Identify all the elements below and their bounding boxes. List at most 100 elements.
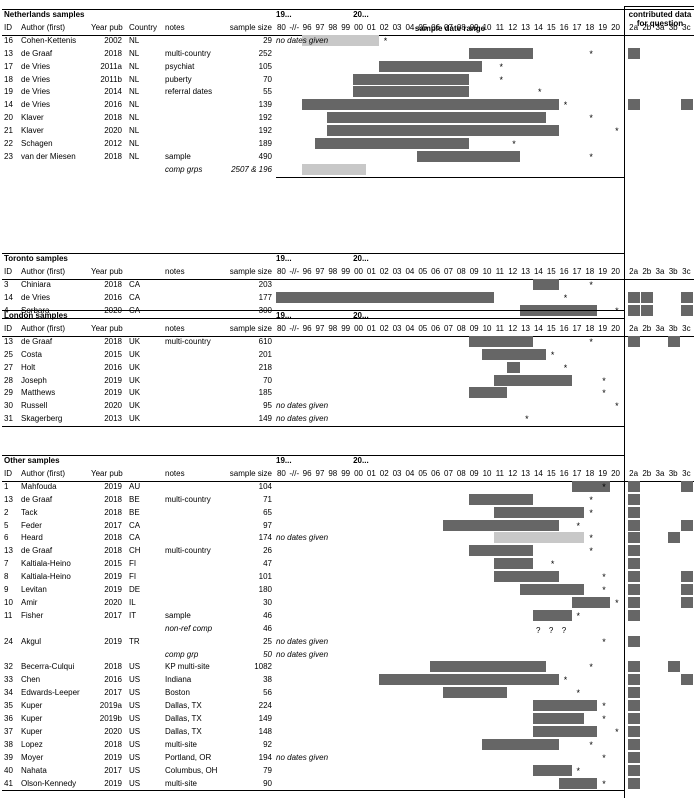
row-year: 2018 — [104, 494, 122, 504]
row-author: Kuper — [21, 726, 43, 736]
contrib-mark-2a — [628, 480, 641, 492]
year-label: 17 — [572, 22, 582, 32]
contrib-title: contributed data for question — [628, 10, 692, 28]
question-label: 3a — [655, 22, 665, 32]
row-year: 2020 — [104, 597, 122, 607]
date-range-bar — [353, 86, 469, 98]
contrib-mark-3c — [680, 571, 693, 583]
question-label: 3c — [682, 266, 691, 276]
date-range-bar — [494, 532, 585, 544]
row-year: 2020 — [104, 401, 122, 411]
year-label: 07 — [444, 323, 453, 333]
date-range-bar — [301, 99, 559, 111]
row-id: 2 — [4, 507, 9, 517]
section-top-rule — [2, 9, 624, 10]
row-author: Klaver — [21, 126, 44, 136]
row-year: 2011b — [100, 74, 122, 84]
publication-marker: * — [589, 113, 593, 124]
row-author: de Vries — [21, 61, 51, 71]
row-sample-size: 2507 & 196 — [231, 164, 272, 174]
contrib-mark-3c — [680, 519, 693, 531]
year-label: 04 — [405, 22, 415, 32]
row-country: TR — [129, 636, 140, 646]
row-id: 13 — [4, 494, 13, 504]
date-range-bar — [571, 480, 611, 492]
row-sample-size: 148 — [258, 726, 272, 736]
row-author: de Graaf — [21, 48, 53, 58]
col-size-header: sample size — [229, 22, 272, 32]
year-label: 10 — [482, 468, 492, 478]
year-label: 97 — [315, 266, 325, 276]
row-year: 2019b — [99, 714, 122, 723]
contrib-top-rule — [624, 6, 694, 7]
publication-marker: * — [589, 48, 593, 59]
row-notes: Dallas, TX — [165, 701, 202, 711]
year-label: 10 — [482, 323, 492, 333]
row-country: NL — [129, 151, 140, 161]
year-label: 98 — [328, 22, 338, 32]
date-range-bar — [533, 609, 572, 621]
date-range-bar — [468, 545, 533, 557]
contrib-mark-2a — [628, 713, 641, 724]
row-country: US — [129, 675, 141, 685]
row-sample-size: 194 — [258, 752, 272, 762]
col-id-header: ID — [4, 266, 12, 276]
publication-marker: * — [576, 610, 581, 621]
row-sample-size: 105 — [258, 61, 272, 71]
header-rule-top — [624, 9, 694, 10]
date-range-bar — [494, 571, 559, 583]
date-range-bar — [314, 138, 469, 149]
question-label: 3c — [682, 22, 691, 32]
publication-marker: * — [563, 292, 568, 303]
question-label: 3a — [655, 266, 665, 276]
section-title: Netherlands samples — [4, 10, 85, 19]
row-year: 2018 — [104, 739, 122, 749]
publication-marker: * — [576, 688, 581, 699]
row-country: IL — [129, 597, 136, 607]
era-19-label: 19... — [276, 10, 292, 19]
publication-marker: * — [602, 585, 606, 595]
year-label: 07 — [444, 266, 453, 276]
row-sample-size: 189 — [258, 139, 272, 148]
row-notes: referral dates — [165, 87, 213, 97]
publication-marker: * — [615, 726, 619, 737]
era-20-label: 20... — [353, 10, 369, 19]
publication-marker: * — [589, 279, 593, 290]
date-range-bar — [301, 163, 366, 175]
row-year: 2013 — [104, 414, 122, 424]
row-author: Chen — [21, 675, 41, 685]
row-notes: KP multi-site — [165, 662, 210, 672]
year-label: 02 — [379, 323, 389, 333]
year-label: 10 — [482, 266, 492, 276]
row-country: CH — [129, 546, 141, 556]
col-country-header: Country — [129, 22, 158, 32]
col-size-header: sample size — [229, 266, 272, 276]
year-label: 18 — [585, 266, 595, 276]
row-notes: multi-site — [165, 739, 198, 749]
contrib-mark-2a — [628, 738, 641, 750]
row-author: Edwards-Leeper — [21, 688, 80, 698]
row-id: 22 — [4, 139, 13, 148]
row-id: 7 — [4, 559, 9, 569]
publication-marker: * — [576, 765, 581, 776]
no-dates-note: no dates given — [276, 414, 329, 424]
contrib-mark-2a — [628, 47, 641, 59]
contrib-mark-3b — [667, 532, 680, 544]
row-country: BE — [129, 507, 140, 517]
row-year: 2002 — [104, 35, 122, 45]
row-author: Fisher — [21, 610, 44, 620]
no-dates-note: no dates given — [276, 401, 329, 411]
contrib-separator — [624, 6, 625, 798]
year-label: 00 — [354, 22, 363, 32]
row-notes: Dallas, TX — [165, 726, 202, 736]
uncertain-marker: ? — [536, 625, 541, 635]
date-range-bar — [378, 60, 482, 72]
year-label: 09 — [469, 468, 479, 478]
row-notes: multi-country — [165, 336, 211, 346]
row-notes: Boston — [165, 688, 190, 698]
row-id: 18 — [4, 74, 13, 84]
row-author: Mahfouda — [21, 481, 57, 491]
date-range-bar — [443, 519, 559, 531]
contrib-mark-3c — [680, 596, 693, 608]
date-range-bar — [276, 291, 495, 303]
